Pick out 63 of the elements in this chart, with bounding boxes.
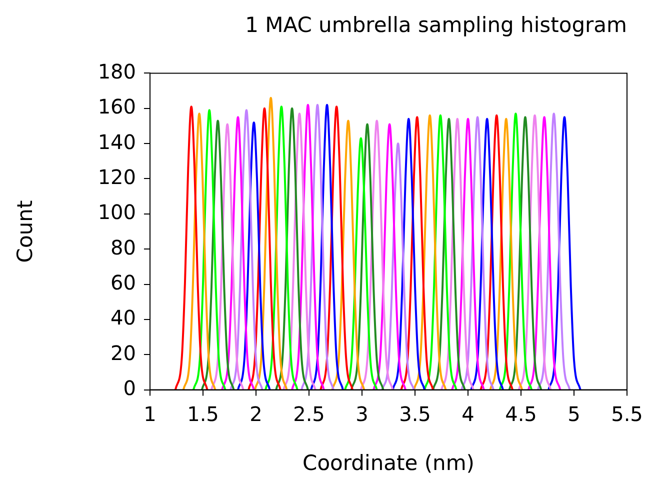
line-series — [331, 120, 366, 390]
x-tick-label: 2.5 — [293, 402, 325, 426]
y-tick-label: 100 — [98, 200, 136, 224]
line-series — [381, 142, 415, 390]
line-series — [470, 118, 504, 390]
line-series — [424, 114, 458, 390]
y-tick-label: 0 — [123, 376, 136, 400]
line-series — [460, 116, 494, 390]
x-tick-label: 4 — [462, 402, 474, 426]
line-series — [254, 96, 288, 390]
y-tick-label: 20 — [110, 340, 136, 365]
line-series — [174, 106, 208, 390]
line-series — [320, 106, 354, 390]
line-series — [344, 137, 378, 390]
line-series — [182, 112, 216, 390]
line-series — [400, 116, 434, 390]
line-series — [548, 116, 582, 390]
line-series — [275, 107, 309, 390]
line-series — [264, 106, 298, 390]
line-series — [392, 118, 426, 390]
y-tick-label: 160 — [98, 94, 136, 119]
line-series — [489, 118, 524, 390]
x-axis-title: Coordinate (nm) — [302, 450, 474, 475]
line-series — [527, 116, 562, 390]
line-series — [508, 116, 542, 390]
line-series — [230, 109, 264, 390]
line-series — [200, 120, 235, 390]
x-tick-label: 2 — [250, 402, 262, 426]
line-series — [300, 104, 334, 390]
line-series — [480, 114, 514, 390]
line-series — [248, 107, 282, 390]
x-tick-label: 3.5 — [399, 402, 431, 426]
line-series — [310, 104, 344, 390]
y-tick-label: 60 — [110, 270, 136, 294]
line-series — [372, 123, 406, 390]
y-tick-label: 180 — [98, 59, 136, 84]
line-series — [236, 121, 271, 390]
x-tick-label: 1.5 — [187, 402, 219, 426]
x-tick-label: 1 — [144, 402, 156, 426]
y-tick-label: 40 — [110, 306, 136, 330]
line-series — [192, 109, 226, 390]
y-tick-label: 120 — [98, 164, 136, 189]
y-tick-label: 140 — [98, 130, 136, 154]
line-series — [518, 114, 552, 390]
line-series — [291, 104, 325, 390]
line-series — [282, 112, 316, 390]
x-tick-label: 4.5 — [505, 402, 537, 426]
y-tick-label: 80 — [110, 235, 136, 260]
line-series — [536, 112, 571, 390]
line-series — [451, 118, 485, 390]
x-tick-label: 5.5 — [611, 402, 643, 426]
x-tick-label: 3 — [356, 402, 368, 426]
line-series — [432, 118, 466, 390]
y-axis-title: Count — [13, 200, 38, 263]
line-series — [350, 123, 384, 390]
line-series — [412, 114, 447, 390]
x-tick-label: 5 — [568, 402, 580, 426]
line-series — [440, 118, 474, 390]
line-series — [360, 120, 394, 390]
line-series — [210, 123, 244, 390]
line-series — [498, 112, 533, 390]
chart-title: 1 MAC umbrella sampling histogram — [245, 13, 627, 38]
line-series — [221, 116, 255, 390]
